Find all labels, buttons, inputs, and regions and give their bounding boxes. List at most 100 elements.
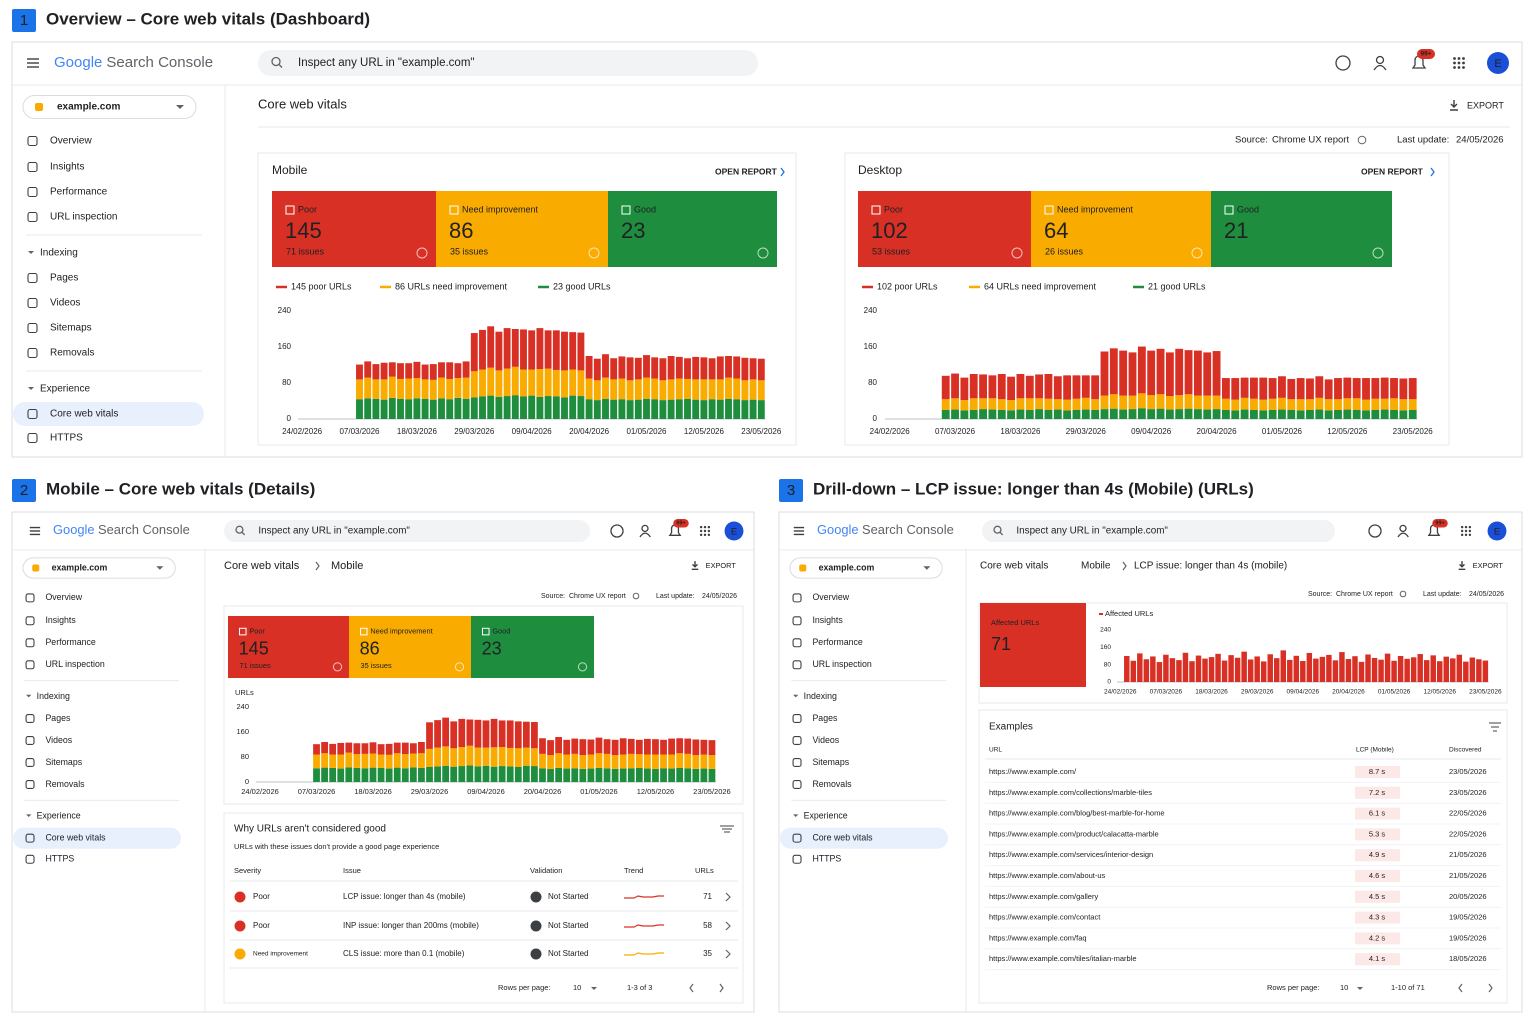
users-button[interactable] [1399, 524, 1407, 533]
example-url[interactable]: https://www.example.com/product/calacatt… [989, 829, 1159, 838]
nav-item[interactable]: URL inspection [50, 212, 117, 223]
example-url[interactable]: https://www.example.com/contact [989, 913, 1101, 922]
avatar[interactable] [1487, 521, 1507, 541]
example-url[interactable]: https://www.example.com/services/interio… [989, 850, 1153, 859]
column-header: URL [989, 747, 1002, 754]
issue-name[interactable]: CLS issue: more than 0.1 (mobile) [343, 949, 465, 958]
nav-item[interactable]: HTTPS [50, 433, 83, 444]
help-button[interactable] [610, 524, 624, 538]
bar [495, 370, 503, 397]
panel-number: 2 [20, 482, 28, 499]
row-chevron[interactable] [725, 921, 731, 931]
export-button[interactable]: EXPORT [1473, 561, 1504, 570]
bar [321, 767, 328, 782]
bar [1189, 661, 1195, 682]
bar [364, 398, 372, 419]
nav-item[interactable]: Removals [45, 779, 85, 789]
users-button[interactable] [641, 524, 649, 533]
nav-item[interactable]: Removals [50, 348, 94, 359]
issue-name[interactable]: LCP issue: longer than 4s (mobile) [343, 892, 466, 901]
nav-item[interactable]: Performance [812, 637, 862, 647]
export-button[interactable]: EXPORT [1467, 100, 1504, 110]
example-url[interactable]: https://www.example.com/about-us [989, 871, 1106, 880]
example-url[interactable]: https://www.example.com/blog/best-marble… [989, 809, 1165, 818]
bar [313, 754, 320, 769]
bar [1165, 352, 1174, 397]
breadcrumb[interactable]: Core web vitals [224, 560, 300, 572]
avatar[interactable] [724, 521, 744, 541]
nav-item[interactable]: URL inspection [812, 659, 871, 669]
rows-per-page[interactable]: 10 [1340, 983, 1348, 992]
bar [544, 330, 552, 369]
next-page[interactable] [719, 983, 724, 993]
open-report-link[interactable]: OPEN REPORT [1361, 166, 1424, 176]
nav-item[interactable]: Overview [812, 592, 849, 602]
row-chevron[interactable] [725, 892, 731, 902]
nav-item[interactable]: Core web vitals [812, 832, 873, 842]
nav-item[interactable]: Videos [45, 735, 72, 745]
search-box[interactable] [258, 50, 758, 76]
nav-item[interactable]: Pages [812, 713, 838, 723]
nav-item[interactable]: Sitemaps [45, 757, 82, 767]
example-url[interactable]: https://www.example.com/faq [989, 933, 1087, 942]
nav-item[interactable]: Core web vitals [50, 409, 118, 420]
avatar[interactable] [1487, 52, 1509, 74]
help-button[interactable] [1368, 524, 1382, 538]
help-button[interactable] [1335, 55, 1351, 71]
issue-name[interactable]: INP issue: longer than 200ms (mobile) [343, 921, 479, 930]
prev-page[interactable] [1458, 983, 1463, 993]
row-chevron[interactable] [725, 949, 731, 959]
next-page[interactable] [1488, 983, 1493, 993]
bar [643, 355, 650, 378]
apps-dot [1453, 61, 1456, 65]
open-report-link[interactable]: OPEN REPORT [715, 166, 778, 176]
property-selector[interactable] [789, 557, 943, 579]
nav-item[interactable]: Overview [45, 592, 82, 602]
nav-item[interactable]: Sitemaps [812, 757, 849, 767]
example-url[interactable]: https://www.example.com/gallery [989, 892, 1098, 901]
search-placeholder: Inspect any URL in "example.com" [1016, 526, 1168, 537]
prev-page[interactable] [689, 983, 694, 993]
rows-per-page[interactable]: 10 [573, 983, 581, 992]
nav-item[interactable]: Removals [812, 779, 852, 789]
bar [1007, 410, 1016, 419]
y-tick-label: 240 [236, 702, 249, 711]
breadcrumb[interactable]: Mobile [1081, 561, 1111, 572]
breadcrumb[interactable]: Core web vitals [980, 561, 1048, 572]
y-tick-label: 240 [1100, 627, 1111, 634]
export-button[interactable]: EXPORT [706, 561, 737, 570]
bar [1025, 398, 1034, 410]
nav-item[interactable]: Core web vitals [45, 832, 106, 842]
x-tick-label: 07/03/2026 [935, 427, 976, 436]
nav-item[interactable]: HTTPS [812, 854, 841, 864]
search-box[interactable] [982, 519, 1335, 543]
example-url[interactable]: https://www.example.com/tiles/italian-ma… [989, 954, 1137, 963]
nav-item[interactable]: Pages [45, 713, 71, 723]
example-url[interactable]: https://www.example.com/ [989, 767, 1077, 776]
nav-item[interactable]: Performance [45, 637, 95, 647]
nav-item[interactable]: Insights [812, 615, 843, 625]
nav-item[interactable]: Insights [45, 615, 76, 625]
nav-item[interactable]: HTTPS [45, 854, 74, 864]
property-selector[interactable] [22, 557, 176, 579]
tile-icon [285, 205, 295, 215]
users-button[interactable] [1375, 55, 1385, 65]
nav-item[interactable]: Overview [50, 136, 92, 147]
nav-item[interactable]: Sitemaps [50, 323, 92, 334]
bar [413, 398, 421, 419]
nav-item[interactable]: Performance [50, 187, 108, 198]
search-box[interactable] [224, 519, 590, 543]
bar [385, 743, 393, 755]
nav-item[interactable]: Pages [50, 273, 78, 284]
bar [988, 409, 997, 419]
logo: Google Search Console [53, 522, 190, 537]
nav-item[interactable]: Insights [50, 162, 84, 173]
tile-icon [359, 627, 368, 636]
nav-item[interactable]: Videos [812, 735, 839, 745]
panel-number-box [12, 9, 36, 32]
property-selector[interactable] [22, 95, 197, 119]
nav-item[interactable]: Videos [50, 298, 80, 309]
nav-item[interactable]: URL inspection [45, 659, 104, 669]
x-tick-label: 01/05/2026 [580, 787, 618, 796]
example-url[interactable]: https://www.example.com/collections/marb… [989, 788, 1152, 797]
